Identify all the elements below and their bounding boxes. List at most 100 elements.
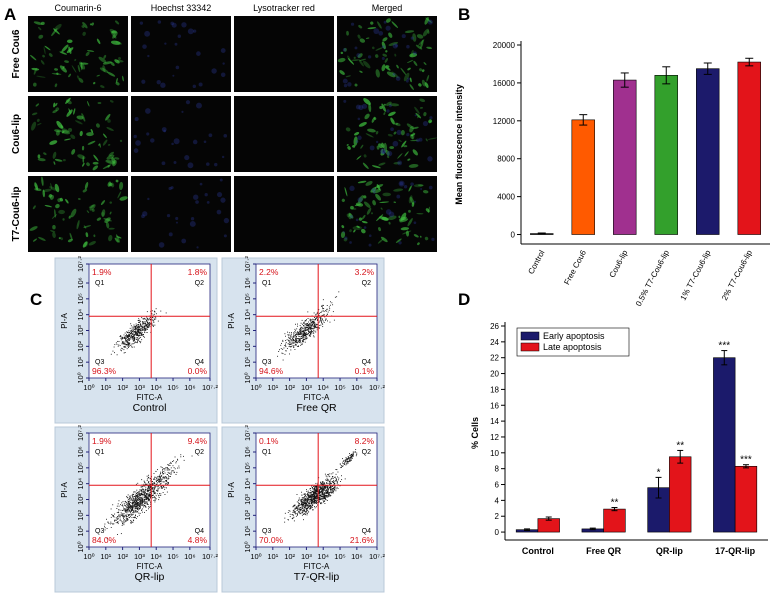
event-dot [307,492,309,494]
nucleus-signal [396,129,402,135]
event-dot [124,505,126,506]
event-dot [329,308,331,310]
event-dot [310,498,312,500]
event-dot [304,505,306,507]
event-dot [324,492,326,494]
event-dot [167,464,169,466]
event-dot [144,499,146,501]
event-dot [133,511,135,513]
event-dot [301,497,303,499]
event-dot [321,489,323,491]
cell-signal [391,21,399,29]
cell-signal [110,182,115,188]
cell-signal [107,164,111,168]
event-dot [306,489,308,491]
event-dot [141,333,142,335]
event-dot [146,332,148,333]
event-dot [144,491,146,493]
event-dot [166,469,168,471]
event-dot [127,494,129,496]
event-dot [327,489,329,491]
event-dot [350,456,352,457]
event-dot [313,327,315,329]
event-dot [138,321,140,323]
event-dot [138,320,140,322]
event-dot [125,341,127,343]
nucleus-signal [185,100,191,105]
event-dot [299,330,301,332]
event-dot [149,488,151,490]
event-dot [314,507,316,509]
event-dot [308,497,310,498]
cell-signal [358,122,367,127]
event-dot [141,486,143,488]
event-dot [147,493,149,495]
event-dot [324,494,326,496]
event-dot [285,340,287,342]
cell-signal [353,56,356,59]
event-dot [351,457,353,459]
event-dot [309,508,311,510]
event-dot [299,331,301,333]
event-dot [140,330,142,332]
event-dot [306,319,308,321]
event-dot [133,336,135,338]
event-dot [316,320,318,321]
event-dot [129,333,131,335]
event-dot [299,333,301,335]
event-dot [144,329,146,331]
event-dot [305,503,307,505]
event-dot [322,305,324,306]
panel-label: A [4,5,16,24]
event-dot [321,318,323,320]
cell-signal [65,97,71,104]
event-dot [329,494,331,496]
event-dot [332,482,334,484]
event-dot [152,483,154,485]
event-dot [319,319,321,321]
event-dot [135,499,137,501]
event-dot [284,512,286,514]
event-dot [307,327,309,329]
event-dot [315,506,317,508]
event-dot [138,328,140,330]
nucleus-signal [422,120,429,127]
event-dot [306,333,308,335]
event-dot [146,499,147,501]
event-dot [306,507,308,509]
event-dot [307,324,309,326]
nucleus-signal [181,110,184,113]
event-dot [301,494,303,496]
event-dot [309,335,311,337]
event-dot [326,491,328,493]
event-dot [117,503,119,505]
event-dot [139,319,141,321]
nucleus-signal [223,134,228,138]
event-dot [136,334,138,335]
event-dot [132,496,134,498]
event-dot [322,489,324,491]
event-dot [158,499,160,501]
event-dot [356,453,358,455]
event-dot [313,495,315,497]
x-tick-label: 10⁰ [83,383,94,392]
nucleus-signal [142,44,147,49]
event-dot [310,503,312,504]
event-dot [126,340,127,341]
cell-signal [354,203,361,207]
event-dot [121,340,123,342]
event-dot [328,494,330,496]
nucleus-signal [381,45,386,49]
event-dot [319,486,321,488]
cell-signal [89,23,92,26]
event-dot [303,503,305,505]
event-dot [131,497,133,499]
event-dot [152,324,154,326]
event-dot [138,494,140,496]
event-dot [145,497,147,499]
event-dot [312,492,314,494]
event-dot [172,465,174,467]
event-dot [307,495,309,497]
nucleus-signal [150,138,155,143]
y-tick-label: 24 [490,338,499,347]
